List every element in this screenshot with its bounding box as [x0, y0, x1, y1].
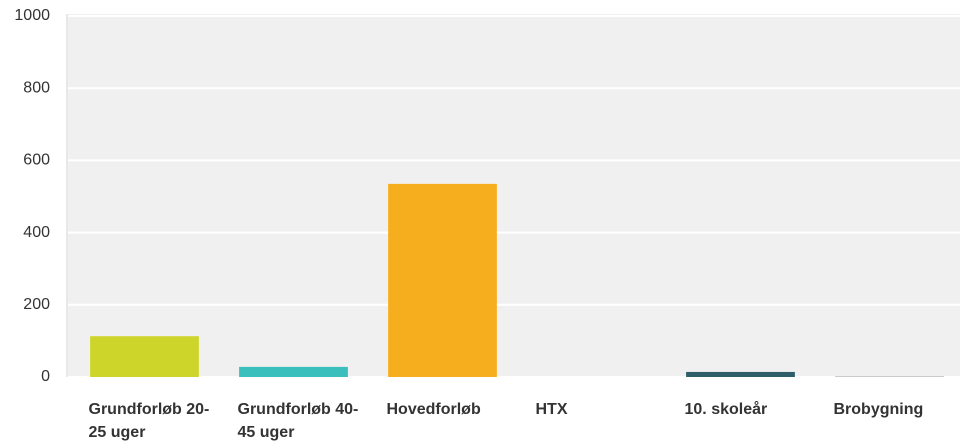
bar: [388, 183, 497, 377]
y-tick-label: 200: [23, 296, 50, 313]
x-tick-label: 10. skoleår: [684, 401, 768, 418]
bar: [90, 336, 199, 377]
y-tick-label: 0: [41, 368, 50, 385]
x-tick-label: Grundforløb 20-25 uger: [88, 401, 210, 441]
y-tick-label: 1000: [14, 7, 50, 24]
plot-area: [68, 14, 960, 377]
y-tick-label: 800: [23, 79, 50, 96]
y-tick-label: 400: [23, 224, 50, 241]
bar: [835, 376, 944, 377]
y-tick-label: 600: [23, 152, 50, 169]
x-tick-label: Grundforløb 40-45 uger: [237, 401, 359, 441]
x-tick-label: HTX: [535, 401, 568, 418]
bar: [239, 366, 348, 377]
x-tick-label: Brobygning: [833, 401, 924, 418]
x-tick-label: Hovedforløb: [386, 401, 481, 418]
bar: [686, 371, 795, 377]
